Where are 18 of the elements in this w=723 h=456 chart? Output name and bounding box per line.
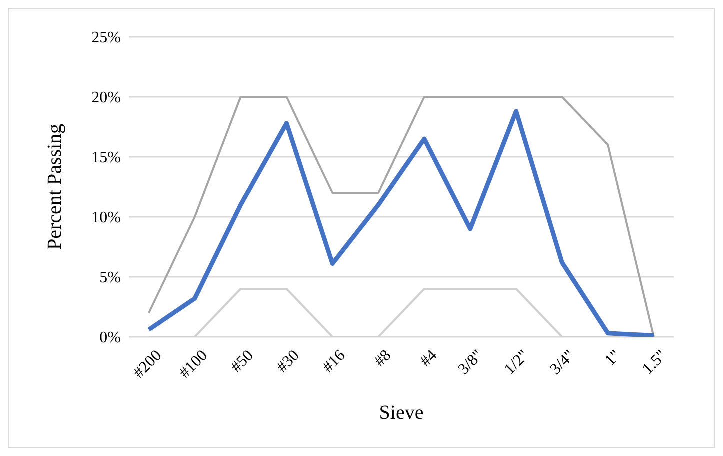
x-tick-label: #16 [320, 347, 349, 376]
x-tick-label: #8 [371, 347, 395, 370]
x-tick-label: 1.5" [639, 347, 670, 378]
y-tick-label: 20% [92, 90, 121, 107]
x-tick-label: 3/4" [547, 347, 578, 378]
x-tick-label: #30 [274, 347, 303, 376]
y-tick-label: 15% [92, 150, 121, 167]
y-axis-title: Percent Passing [44, 124, 66, 250]
x-tick-label: #4 [417, 347, 441, 370]
y-tick-label: 10% [92, 210, 121, 227]
y-tick-label: 25% [92, 30, 121, 47]
x-tick-label: #50 [228, 347, 258, 376]
y-tick-label: 0% [100, 330, 121, 347]
x-tick-label: 3/8" [455, 347, 487, 378]
x-axis-title: Sieve [379, 402, 424, 424]
x-tick-label: 1/2" [501, 347, 532, 378]
x-tick-label: 1" [602, 347, 624, 370]
y-tick-label: 5% [100, 270, 121, 287]
